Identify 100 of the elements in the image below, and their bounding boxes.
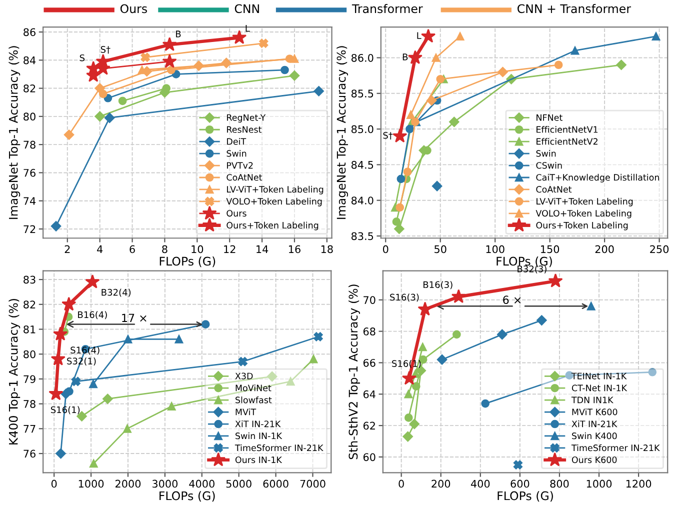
x-tick-label: 200 xyxy=(595,245,614,254)
y-axis-title: Sth-SthV2 Top-1 Accuracy (%) xyxy=(348,284,360,460)
legend-label: MViT xyxy=(236,408,256,416)
legend-label: VOLO+Token Labeling xyxy=(536,210,632,218)
legend-label: NFNet xyxy=(536,114,562,121)
y-tick-label: 72 xyxy=(24,225,36,233)
y-tick-label: 68 xyxy=(363,328,376,336)
y-tick-label: 76 xyxy=(24,450,36,458)
annotation: 6 × xyxy=(503,296,521,304)
x-tick-label: 400 xyxy=(470,480,490,488)
text: CNN + Transformer xyxy=(518,4,631,14)
annotation: B32(3) xyxy=(518,265,546,274)
annotation: L xyxy=(246,25,250,32)
legend-label: CaiT+Knowledge Distillation xyxy=(536,174,659,182)
y-tick-label: 66 xyxy=(363,358,376,367)
text: CNN xyxy=(234,4,259,14)
y-tick-label: 78 xyxy=(24,140,36,149)
legend-label: Swin xyxy=(536,150,556,157)
y-axis-title: K400 Top-1 Accuracy (%) xyxy=(8,298,20,444)
x-tick-label: 2000 xyxy=(115,480,141,488)
legend-label: CSwin xyxy=(536,162,562,169)
annotation: B xyxy=(402,54,408,60)
y-tick-label: 84 xyxy=(24,56,36,64)
x-tick-label: 250 xyxy=(650,245,669,254)
legend-label: Slowfast xyxy=(236,396,272,404)
legend-label: Swin IN-1K xyxy=(236,432,282,440)
legend-label: VOLO+Token Labeling xyxy=(226,198,322,206)
annotation: B xyxy=(176,30,181,38)
legend-label: RegNet-Y xyxy=(227,114,266,123)
y-tick-label: 70 xyxy=(364,296,376,304)
annotation: S† xyxy=(100,46,110,54)
legend-label: MoViNet xyxy=(236,384,272,392)
y-tick-label: 60 xyxy=(363,453,376,462)
x-tick-label: 4 xyxy=(97,245,103,253)
x-tick-label: 1000 xyxy=(78,480,104,488)
legend-label: XiT IN-21K xyxy=(235,420,281,428)
y-tick-label: 80 xyxy=(24,350,36,358)
y-tick-label: 82 xyxy=(24,300,36,308)
legend-label: DeiT xyxy=(227,138,246,145)
legend-label: EfficientNetV2 xyxy=(536,138,598,145)
legend-label: TimeSformer IN-21K xyxy=(571,444,660,452)
x-tick-label: 0 xyxy=(383,245,388,254)
legend-label: CT-Net IN-1K xyxy=(572,384,628,392)
text: Ours xyxy=(120,4,147,14)
x-tick-label: 50 xyxy=(434,245,446,254)
x-tick-label: 14 xyxy=(256,245,268,253)
annotation: L xyxy=(417,32,422,39)
y-axis-title: ImageNet Top-1 Accuracy (%) xyxy=(8,46,20,219)
x-tick-label: 200 xyxy=(432,480,450,488)
x-tick-label: 6000 xyxy=(263,480,288,488)
y-tick-label: 85.5 xyxy=(351,90,374,98)
annotation: S16(3) xyxy=(390,294,419,302)
legend-label: XiT IN-21K xyxy=(572,420,618,428)
legend-label: CoAtNet xyxy=(226,174,262,181)
y-tick-label: 85.0 xyxy=(351,125,374,134)
y-tick-label: 81 xyxy=(24,325,36,334)
annotation: B16(4) xyxy=(78,311,107,320)
y-tick-label: 84.5 xyxy=(351,160,374,169)
y-tick-label: 83 xyxy=(24,276,36,284)
y-tick-label: 83.5 xyxy=(351,232,374,240)
x-tick-label: 16 xyxy=(289,245,300,254)
annotation: B16(3) xyxy=(424,281,452,290)
y-tick-label: 82 xyxy=(24,84,36,92)
x-tick-label: 10 xyxy=(192,245,204,254)
legend-label: Ours+Token Labeling xyxy=(226,222,318,230)
annotation: S xyxy=(80,54,85,62)
y-tick-label: 76 xyxy=(24,168,36,177)
y-tick-label: 78 xyxy=(24,400,36,408)
x-tick-label: 0 xyxy=(51,480,57,488)
annotation: 17 × xyxy=(122,314,146,322)
x-tick-label: 800 xyxy=(550,480,569,488)
x-tick-label: 18 xyxy=(321,245,333,254)
x-tick-label: 6 xyxy=(130,245,135,254)
x-axis-title: FLOPs (G) xyxy=(498,491,553,502)
legend-label: Ours IN-1K xyxy=(235,456,282,464)
x-tick-label: 1000 xyxy=(586,480,612,488)
x-tick-label: 3000 xyxy=(152,480,178,488)
legend-label: TDN IN1K xyxy=(571,396,614,404)
x-axis-title: FLOPs (G) xyxy=(160,256,216,268)
annotation: B32(4) xyxy=(102,288,131,297)
y-tick-label: 84.0 xyxy=(351,196,374,204)
x-tick-label: 12 xyxy=(224,245,236,253)
x-axis-title: FLOPs (G) xyxy=(160,491,215,502)
x-tick-label: 7000 xyxy=(300,480,326,488)
y-tick-label: 86.0 xyxy=(351,54,374,62)
legend-label: LV-ViT+Token Labeling xyxy=(536,198,633,206)
y-tick-label: 86 xyxy=(24,28,36,36)
legend-label: X3D xyxy=(235,372,253,380)
x-tick-label: 2 xyxy=(64,245,70,253)
x-tick-label: 4000 xyxy=(189,480,214,488)
y-axis-title: ImageNet Top-1 Accuracy (%) xyxy=(336,46,348,219)
y-tick-label: 64 xyxy=(363,390,376,398)
legend-label: Ours K600 xyxy=(572,456,617,464)
x-tick-label: 5000 xyxy=(226,480,252,488)
legend-label: EfficientNetV1 xyxy=(536,126,598,133)
x-tick-label: 150 xyxy=(541,245,560,254)
x-tick-label: 100 xyxy=(486,245,504,254)
y-tick-label: 74 xyxy=(24,197,36,205)
legend-label: ResNest xyxy=(227,126,262,133)
x-tick-label: 1200 xyxy=(626,480,652,488)
